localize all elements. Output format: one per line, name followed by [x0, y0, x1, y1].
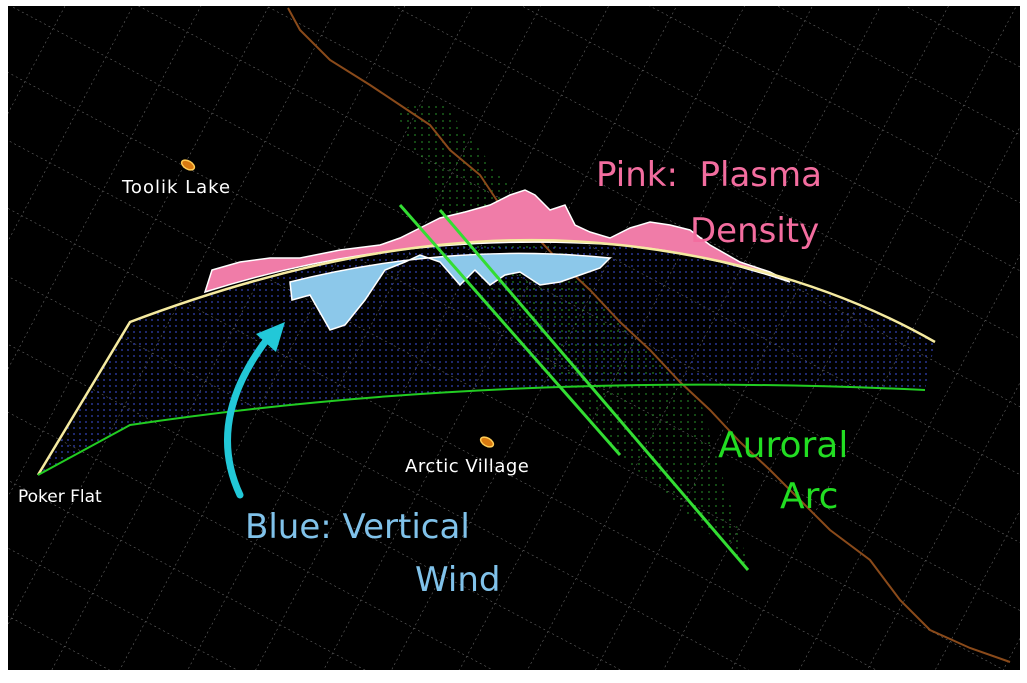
annotation: Blue: Vertical — [245, 507, 470, 547]
surface — [38, 240, 935, 475]
annotation: Pink: Plasma — [596, 155, 822, 195]
river-line — [287, 7, 1011, 663]
trajectory — [36, 238, 936, 476]
arrow — [224, 334, 272, 499]
place-label: Poker Flat — [18, 487, 102, 507]
annotation: Wind — [415, 560, 500, 600]
arrowhead — [256, 322, 285, 352]
site-marker — [479, 436, 495, 448]
site-marker — [180, 159, 196, 171]
annotation: Arc — [780, 476, 838, 517]
annotation: Auroral — [718, 425, 848, 466]
place-label: Arctic Village — [405, 456, 529, 477]
place-label: Toolik Lake — [121, 177, 231, 198]
arc-line — [438, 209, 750, 571]
arc-line — [398, 204, 622, 456]
annotation: Density — [690, 211, 819, 251]
ground-line — [37, 383, 926, 476]
vertical-wind — [289, 252, 612, 331]
